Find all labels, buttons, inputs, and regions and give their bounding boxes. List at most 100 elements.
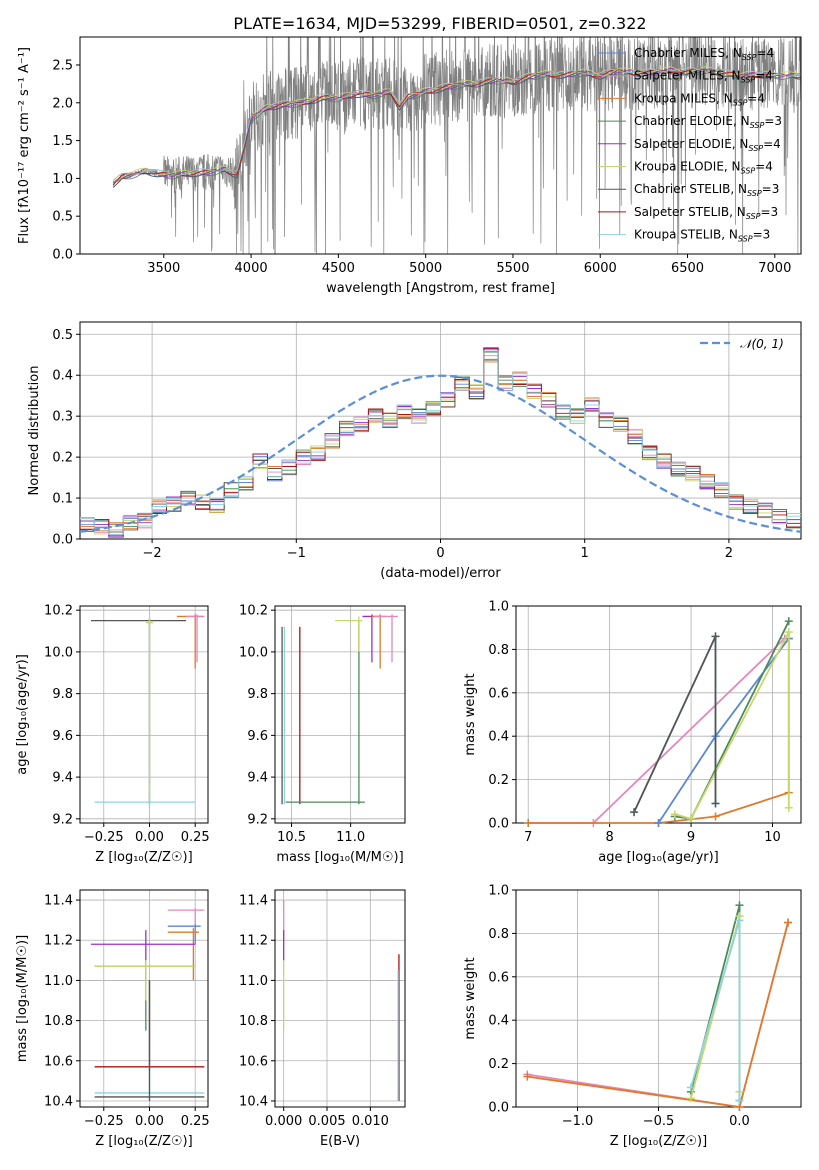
y-tick-label: 9.6 bbox=[247, 729, 268, 744]
plot-frame bbox=[515, 889, 802, 1108]
x-tick-label: −0.5 bbox=[643, 1114, 675, 1129]
y-tick-label: 0.8 bbox=[488, 643, 509, 658]
y-tick-label: 9.6 bbox=[52, 729, 73, 744]
x-tick-label: 0.000 bbox=[265, 1114, 302, 1129]
y-tick-label: 10.2 bbox=[239, 604, 268, 619]
mass-vs-Z-plot-area bbox=[90, 908, 205, 1101]
x-tick-label: −2 bbox=[143, 546, 162, 561]
x-tick-label: 3500 bbox=[147, 261, 180, 276]
y-tick-label: 9.2 bbox=[52, 812, 73, 827]
legend-label: Kroupa MILES, NSSP=4 bbox=[634, 91, 765, 107]
age-vs-mass-panel: 10.5 11.0 9.2 9.4 9.6 9.8 10.0 10.2 mass [log₁₀(… bbox=[239, 604, 406, 865]
legend-label: Kroupa ELODIE, NSSP=4 bbox=[634, 160, 773, 176]
legend-label: Salpeter ELODIE, NSSP=4 bbox=[634, 137, 781, 153]
mass-vs-EBV-panel: 0.000 0.005 0.010 10.4 10.6 10.8 11.0 11.2 11.4 E… bbox=[239, 889, 406, 1149]
x-tick-label: 8 bbox=[606, 830, 614, 845]
y-tick-label: 10.4 bbox=[239, 1094, 268, 1109]
y-tick-label: 0.6 bbox=[488, 686, 509, 701]
x-axis-label: Z [log₁₀(Z/Z☉)] bbox=[610, 1134, 707, 1149]
spectrum-plot-area bbox=[112, 37, 801, 254]
x-axis-label: (data-model)/error bbox=[380, 566, 501, 581]
x-axis-label: Z [log₁₀(Z/Z☉)] bbox=[95, 1134, 192, 1149]
y-tick-label: 10.0 bbox=[239, 645, 268, 660]
x-tick-label: −0.25 bbox=[84, 830, 124, 845]
mass-vs-EBV-plot-area bbox=[283, 900, 400, 1101]
y-tick-label: 0.2 bbox=[488, 1057, 509, 1072]
y-axis-label: mass [log₁₀(M/M☉)] bbox=[15, 935, 30, 1062]
y-tick-label: 0.0 bbox=[52, 248, 73, 263]
y-tick-label: 0.8 bbox=[488, 927, 509, 942]
weight-vs-Z-panel: −1.0 −0.5 0.0 0.0 0.2 0.4 0.6 0.8 1.0 Z [log₁₀(Z/… bbox=[463, 884, 802, 1149]
plot-frame bbox=[79, 321, 802, 540]
chart-panels: 3500 4000 4500 5000 5500 6000 6500 7000 0.0 0.5 1.… bbox=[15, 36, 802, 1149]
legend-label: Chabrier ELODIE, NSSP=3 bbox=[634, 114, 782, 130]
legend-label: Salpeter STELIB, NSSP=3 bbox=[634, 205, 778, 221]
x-tick-label: −1.0 bbox=[562, 1114, 594, 1129]
legend-label: 𝒩(0, 1) bbox=[740, 337, 784, 351]
x-tick-label: 7000 bbox=[758, 261, 791, 276]
y-tick-label: 0.3 bbox=[52, 410, 73, 425]
y-tick-label: 10.6 bbox=[239, 1054, 268, 1069]
y-tick-label: 0.4 bbox=[52, 369, 73, 384]
x-tick-label: 7 bbox=[524, 830, 532, 845]
model-spectrum-kroupa-stelib bbox=[112, 67, 801, 182]
y-tick-label: 10.8 bbox=[239, 1014, 268, 1029]
x-tick-label: 0.00 bbox=[135, 830, 164, 845]
y-tick-label: 9.8 bbox=[52, 687, 73, 702]
y-axis-label: Normed distribution bbox=[27, 366, 42, 496]
x-tick-label: −1 bbox=[287, 546, 306, 561]
weight-vs-age-plot-area bbox=[524, 617, 793, 827]
y-tick-label: 0.5 bbox=[52, 210, 73, 225]
y-tick-label: 9.4 bbox=[52, 771, 73, 786]
residuals-plot-area bbox=[80, 346, 801, 538]
age-vs-mass-plot-area bbox=[281, 614, 398, 805]
x-tick-label: 6000 bbox=[584, 261, 617, 276]
y-tick-label: 11.2 bbox=[44, 934, 73, 949]
y-tick-label: 0.2 bbox=[52, 451, 73, 466]
y-tick-label: 9.4 bbox=[247, 771, 268, 786]
y-tick-label: 10.8 bbox=[44, 1014, 73, 1029]
y-tick-label: 2.5 bbox=[52, 58, 73, 73]
y-tick-label: 11.0 bbox=[44, 974, 73, 989]
plot-frame bbox=[79, 36, 802, 255]
y-tick-label: 0.0 bbox=[488, 817, 509, 832]
x-tick-label: 0.25 bbox=[181, 830, 210, 845]
model-spectrum-salpeter-stelib bbox=[112, 68, 801, 186]
x-tick-label: 5000 bbox=[409, 261, 442, 276]
y-tick-label: 0.5 bbox=[52, 328, 73, 343]
y-tick-label: 9.2 bbox=[247, 812, 268, 827]
x-tick-label: 0.00 bbox=[135, 1114, 164, 1129]
y-tick-label: 10.0 bbox=[44, 645, 73, 660]
y-tick-label: 0.2 bbox=[488, 773, 509, 788]
y-tick-label: 10.2 bbox=[44, 604, 73, 619]
x-tick-label: 0.010 bbox=[352, 1114, 389, 1129]
y-tick-label: 11.4 bbox=[44, 894, 73, 909]
x-tick-label: 11.0 bbox=[336, 830, 365, 845]
y-tick-label: 0.1 bbox=[52, 492, 73, 507]
x-tick-label: 10.5 bbox=[277, 830, 306, 845]
x-axis-label: E(B-V) bbox=[320, 1134, 360, 1149]
plot-frame bbox=[274, 605, 406, 824]
x-tick-label: 6500 bbox=[671, 261, 704, 276]
x-axis-label: age [log₁₀(age/yr)] bbox=[598, 850, 719, 865]
x-axis-label: Z [log₁₀(Z/Z☉)] bbox=[95, 850, 192, 865]
x-tick-label: 10 bbox=[764, 830, 781, 845]
weight-line-kroupa-elodie bbox=[674, 631, 790, 820]
weight-line-chabrier-miles bbox=[657, 637, 790, 824]
x-axis-label: wavelength [Angstrom, rest frame] bbox=[326, 281, 555, 296]
y-axis-label: age [log₁₀(age/yr)] bbox=[15, 654, 30, 775]
mass-vs-Z-panel: −0.25 0.00 0.25 10.4 10.6 10.8 11.0 11.2 11.4 Z [… bbox=[15, 889, 210, 1149]
legend-label: Salpeter MILES, NSSP=4 bbox=[634, 69, 773, 85]
x-tick-label: 1 bbox=[581, 546, 589, 561]
age-vs-Z-plot-area bbox=[90, 614, 205, 809]
plot-frame bbox=[79, 889, 209, 1108]
spectrum-panel: 3500 4000 4500 5000 5500 6000 6500 7000 0.0 0.5 1.… bbox=[17, 36, 802, 296]
x-tick-label: 0.005 bbox=[308, 1114, 345, 1129]
x-tick-label: 0 bbox=[436, 546, 444, 561]
y-tick-label: 10.4 bbox=[44, 1094, 73, 1109]
x-tick-label: 4000 bbox=[235, 261, 268, 276]
weight-vs-Z-plot-area bbox=[523, 901, 793, 1111]
y-axis-label: mass weight bbox=[463, 957, 478, 1039]
legend-label: Kroupa STELIB, NSSP=3 bbox=[634, 228, 770, 244]
